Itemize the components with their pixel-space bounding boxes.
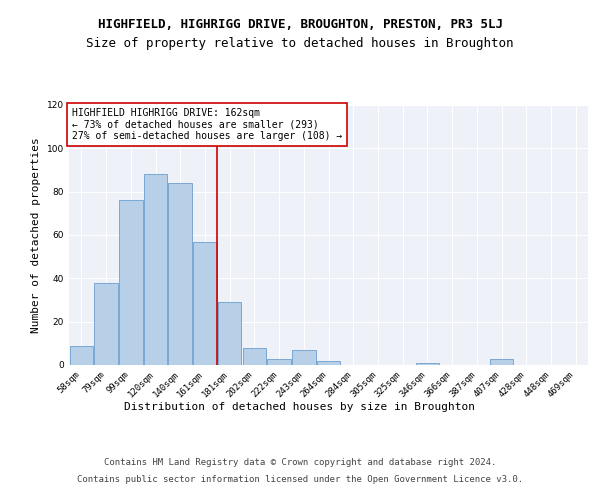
- Text: Contains HM Land Registry data © Crown copyright and database right 2024.: Contains HM Land Registry data © Crown c…: [104, 458, 496, 467]
- Bar: [119, 200, 143, 365]
- Bar: [268, 358, 291, 365]
- Bar: [94, 282, 118, 365]
- Text: HIGHFIELD, HIGHRIGG DRIVE, BROUGHTON, PRESTON, PR3 5LJ: HIGHFIELD, HIGHRIGG DRIVE, BROUGHTON, PR…: [97, 18, 503, 30]
- Bar: [317, 360, 340, 365]
- Text: Size of property relative to detached houses in Broughton: Size of property relative to detached ho…: [86, 38, 514, 51]
- Bar: [218, 302, 241, 365]
- Bar: [193, 242, 217, 365]
- Bar: [144, 174, 167, 365]
- Bar: [169, 183, 192, 365]
- Y-axis label: Number of detached properties: Number of detached properties: [31, 137, 41, 333]
- Text: Contains public sector information licensed under the Open Government Licence v3: Contains public sector information licen…: [77, 476, 523, 484]
- Bar: [70, 346, 93, 365]
- Bar: [416, 363, 439, 365]
- Bar: [490, 358, 513, 365]
- Bar: [292, 350, 316, 365]
- Text: Distribution of detached houses by size in Broughton: Distribution of detached houses by size …: [125, 402, 476, 412]
- Text: HIGHFIELD HIGHRIGG DRIVE: 162sqm
← 73% of detached houses are smaller (293)
27% : HIGHFIELD HIGHRIGG DRIVE: 162sqm ← 73% o…: [71, 108, 342, 141]
- Bar: [242, 348, 266, 365]
